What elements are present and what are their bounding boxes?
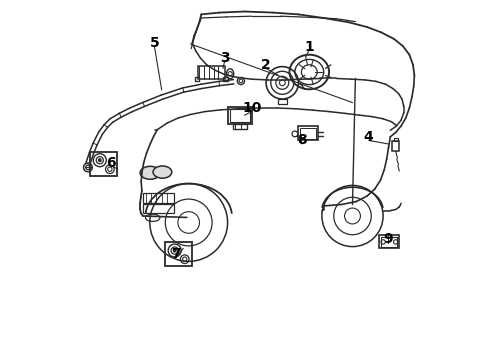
Bar [232, 124, 246, 129]
Bar [223, 77, 227, 81]
Text: 9: 9 [383, 233, 392, 246]
Text: 4: 4 [363, 130, 373, 144]
Bar [142, 193, 173, 203]
Bar [381, 237, 397, 247]
Bar [228, 107, 251, 124]
Ellipse shape [153, 166, 171, 178]
Text: 7: 7 [171, 247, 181, 261]
Text: 10: 10 [242, 101, 261, 115]
Text: 3: 3 [220, 51, 229, 64]
Bar [391, 141, 399, 151]
Bar [393, 138, 397, 141]
Bar [297, 126, 317, 140]
Bar [379, 235, 399, 248]
Bar [277, 99, 287, 104]
Bar [299, 128, 315, 139]
Ellipse shape [140, 166, 160, 179]
Text: 5: 5 [149, 36, 159, 50]
Bar [90, 152, 117, 176]
Bar [164, 242, 191, 266]
Text: 2: 2 [261, 58, 270, 72]
Circle shape [98, 159, 101, 162]
Circle shape [173, 249, 176, 252]
Bar [230, 109, 249, 122]
Bar [197, 66, 224, 79]
Bar [194, 77, 199, 81]
Text: 8: 8 [297, 134, 306, 147]
Text: 6: 6 [106, 156, 116, 170]
Text: 1: 1 [304, 40, 313, 54]
Bar [142, 204, 173, 213]
